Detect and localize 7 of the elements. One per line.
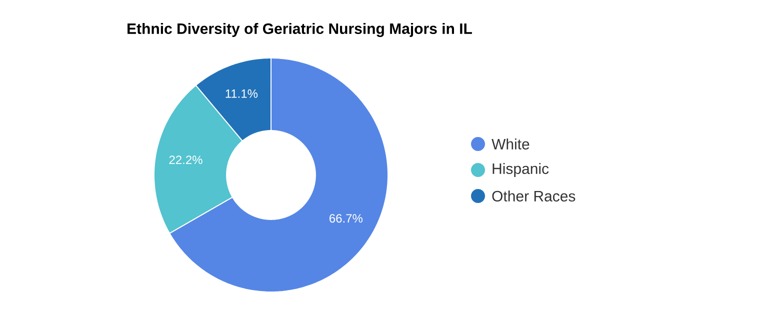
data-label: 66.7% (330, 214, 363, 223)
legend-label: Hispanic (492, 163, 549, 177)
legend-label: White (492, 138, 530, 150)
data-label: 11.1% (226, 89, 258, 98)
chart-title: Ethnic Diversity of Geriatric Nursing Majors in IL (128, 22, 472, 38)
data-label: 22.2% (169, 156, 202, 164)
legend-label: Other Races (492, 190, 576, 202)
